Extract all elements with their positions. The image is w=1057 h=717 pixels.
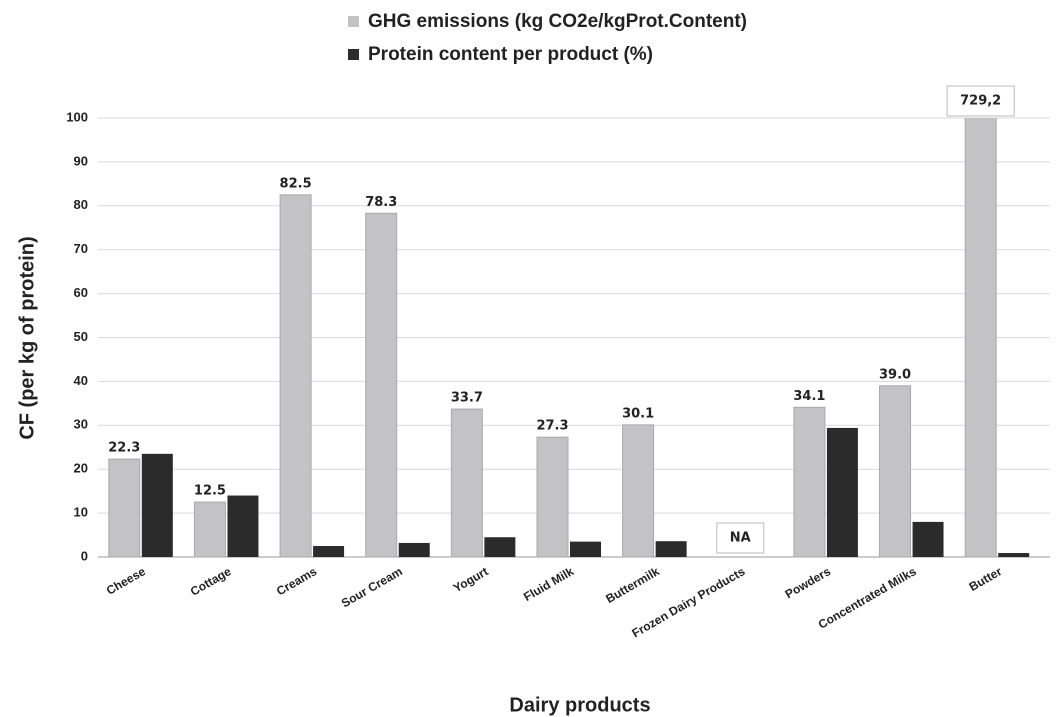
y-tick-label: 80	[74, 197, 88, 212]
bars	[108, 118, 1030, 558]
value-label: 22.3	[108, 441, 140, 456]
bar	[279, 194, 312, 558]
x-tick-label: Yogurt	[451, 564, 491, 595]
bar	[964, 118, 997, 558]
x-axis-title: Dairy products	[509, 694, 650, 716]
bar	[879, 385, 912, 558]
x-tick-label: Creams	[274, 564, 319, 598]
bar	[193, 501, 226, 558]
legend-label: GHG emissions (kg CO2e/kgProt.Content)	[368, 11, 747, 32]
bar	[536, 436, 569, 558]
y-tick-label: 70	[74, 241, 88, 256]
value-label: 12.5	[194, 484, 226, 499]
x-tick-label: Cottage	[188, 564, 234, 599]
bar	[655, 541, 687, 557]
value-label: 27.3	[536, 419, 568, 434]
legend-swatch	[348, 49, 359, 60]
y-tick-label: 90	[74, 153, 88, 168]
x-tick-label: Cheese	[104, 564, 148, 598]
bar	[570, 541, 601, 557]
value-label: 39.0	[879, 367, 911, 382]
value-label-box	[716, 522, 765, 554]
value-label-box	[946, 85, 1015, 117]
x-tick-label: Powders	[783, 564, 834, 601]
bar	[793, 406, 826, 558]
bar	[912, 521, 944, 557]
x-tick-label: Buttermilk	[603, 564, 662, 606]
value-label: 78.3	[365, 195, 397, 210]
bar	[141, 453, 173, 557]
y-tick-label: 30	[74, 417, 88, 432]
y-tick-label: 50	[74, 329, 88, 344]
legend-swatch	[348, 16, 359, 27]
bar	[450, 408, 483, 558]
bar	[826, 427, 858, 557]
x-tick-label: Butter	[967, 564, 1005, 594]
bar	[313, 546, 345, 557]
bar	[227, 495, 259, 557]
bar	[108, 458, 141, 558]
bar	[398, 542, 430, 557]
value-label: 34.1	[793, 389, 825, 404]
value-label: NA	[730, 531, 751, 546]
legend-label: Protein content per product (%)	[368, 44, 653, 65]
bar	[622, 424, 655, 558]
y-tick-label: 60	[74, 285, 88, 300]
bar	[484, 537, 516, 557]
x-tick-label: Sour Cream	[339, 564, 405, 610]
y-tick-label: 40	[74, 373, 88, 388]
value-label: 82.5	[280, 176, 312, 191]
value-label: 30.1	[622, 406, 654, 421]
y-tick-label: 20	[74, 461, 88, 476]
bar	[365, 212, 398, 558]
bar	[998, 553, 1030, 557]
y-tick-label: 0	[81, 548, 88, 563]
y-tick-label: 100	[66, 109, 88, 124]
y-axis-title: CF (per kg of protein)	[16, 236, 38, 439]
value-label: 729,2	[960, 94, 1001, 109]
y-tick-label: 10	[74, 505, 88, 520]
x-tick-label: Fluid Milk	[521, 564, 576, 604]
value-label: 33.7	[451, 391, 483, 406]
